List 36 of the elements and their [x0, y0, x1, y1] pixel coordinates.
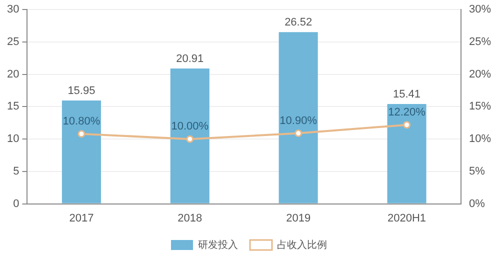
x-tick-label: 2019 [286, 212, 311, 224]
y-tick-label: 5 [13, 165, 20, 178]
y-tick-label: 15 [6, 100, 20, 113]
data-label: 10.80% [62, 115, 100, 128]
y-tick-label: 0 [13, 198, 20, 210]
y2-tick-label: 20% [468, 68, 492, 80]
point [403, 121, 411, 129]
data-label: 12.20% [388, 106, 426, 118]
bar [62, 100, 101, 204]
y2-tick-label: 25% [468, 36, 492, 48]
legend-label: 占收入比例 [277, 238, 327, 251]
data-label: 10.00% [171, 120, 209, 133]
legend-label: 研发投入 [198, 238, 238, 251]
data-label: 15.41 [393, 88, 421, 101]
x-tick-label: 2020H1 [387, 212, 426, 224]
point [186, 135, 194, 143]
y2-tick-label: 30% [468, 4, 492, 16]
y2-tick-label: 0% [468, 198, 486, 210]
y-tick-label: 10 [6, 133, 20, 146]
point [294, 129, 302, 137]
x-tick-label: 2018 [178, 212, 202, 224]
data-label: 10.90% [280, 114, 318, 127]
y-tick-label: 25 [6, 36, 20, 48]
x-tick-label: 2017 [69, 212, 94, 224]
y2-tick-label: 5% [468, 165, 486, 178]
bar [170, 68, 210, 204]
data-label: 20.91 [176, 52, 204, 65]
data-label: 26.52 [284, 16, 312, 29]
data-label: 15.95 [68, 85, 96, 98]
y-tick-label: 20 [6, 68, 20, 80]
y2-tick-label: 15% [468, 100, 492, 113]
bar [387, 104, 426, 204]
point [78, 130, 86, 138]
bar [278, 32, 318, 204]
y2-tick-label: 10% [468, 133, 492, 146]
y-tick-label: 30 [6, 4, 20, 16]
